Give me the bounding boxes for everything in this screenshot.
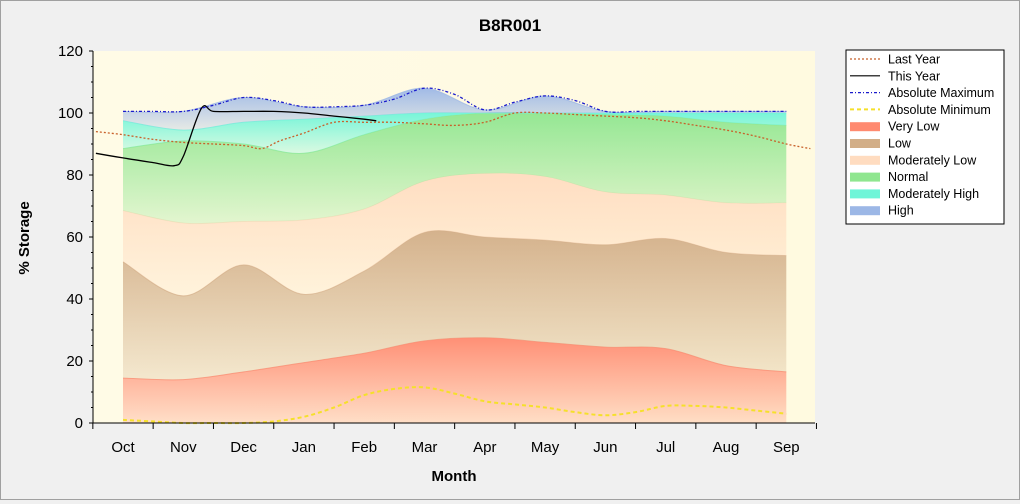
x-tick-label: Feb	[351, 439, 377, 456]
series-absolute-maximum	[123, 87, 787, 113]
band-moderately-high	[123, 112, 787, 154]
legend-swatch	[850, 172, 880, 182]
legend-label: Absolute Minimum	[888, 103, 991, 117]
series-last-year	[95, 111, 811, 150]
legend-swatch	[850, 139, 880, 148]
legend-label: Last Year	[888, 53, 940, 67]
x-tick-label: Aug	[713, 439, 740, 456]
x-tick-label: Jul	[656, 439, 675, 456]
legend-item-moderately-high: Moderately High	[850, 187, 979, 201]
legend-item-absolute-maximum: Absolute Maximum	[850, 86, 994, 100]
legend-swatch	[850, 189, 880, 199]
band-low	[123, 230, 787, 380]
band-moderately-low	[123, 173, 787, 296]
x-tick-label: Apr	[473, 439, 496, 456]
x-tick-label: Oct	[111, 439, 135, 456]
series-absolute-minimum	[122, 386, 787, 425]
legend-item-last-year: Last Year	[850, 53, 940, 67]
axes: 0 20 40 60 80 100 120 Oct Nov Dec Jan Feb Mar Apr May J…	[58, 43, 817, 456]
x-axis-label: Month	[432, 468, 477, 485]
legend-label: Moderately Low	[888, 153, 977, 167]
y-tick-label: 40	[66, 291, 83, 308]
x-tick-label: Dec	[230, 439, 257, 456]
y-tick-label: 20	[66, 353, 83, 370]
y-tick-label: 80	[66, 167, 83, 184]
legend-item-high: High	[850, 204, 914, 218]
band-high	[123, 88, 787, 131]
band-normal	[123, 112, 787, 224]
y-tick-label: 0	[75, 415, 83, 432]
legend-label: High	[888, 204, 914, 218]
x-tick-label: Jan	[292, 439, 316, 456]
band-edge-normal	[122, 111, 787, 154]
x-tick-label: Nov	[170, 439, 197, 456]
y-axis-label: % Storage	[16, 201, 33, 274]
chart-title: B8R001	[479, 16, 541, 35]
legend: Last Year This Year Absolute Maximum Absolu…	[845, 49, 1005, 225]
legend-item-low: Low	[850, 137, 912, 151]
y-tick-label: 100	[58, 105, 83, 122]
legend-label: Low	[888, 137, 912, 151]
x-tick-label: Jun	[593, 439, 617, 456]
legend-item-absolute-minimum: Absolute Minimum	[850, 103, 991, 117]
legend-label: Normal	[888, 170, 928, 184]
band-very-low	[123, 337, 787, 423]
y-tick-label: 120	[58, 43, 83, 60]
legend-label: This Year	[888, 69, 940, 83]
band-edge-moderately-low	[122, 172, 787, 225]
legend-label: Moderately High	[888, 187, 979, 201]
y-tick-label: 60	[66, 229, 83, 246]
legend-item-very-low: Very Low	[850, 120, 940, 134]
x-tick-label: Sep	[773, 439, 800, 456]
x-tick-label: Mar	[412, 439, 438, 456]
legend-label: Very Low	[888, 120, 940, 134]
legend-swatch	[850, 122, 880, 132]
legend-item-this-year: This Year	[850, 69, 940, 83]
series-this-year	[95, 104, 377, 167]
legend-item-moderately-low: Moderately Low	[850, 153, 977, 167]
legend-swatch	[850, 206, 880, 216]
x-tick-label: May	[531, 439, 560, 456]
legend-swatch	[850, 155, 880, 165]
legend-item-normal: Normal	[850, 170, 928, 184]
plot-area	[93, 51, 815, 425]
legend-label: Absolute Maximum	[888, 86, 994, 100]
